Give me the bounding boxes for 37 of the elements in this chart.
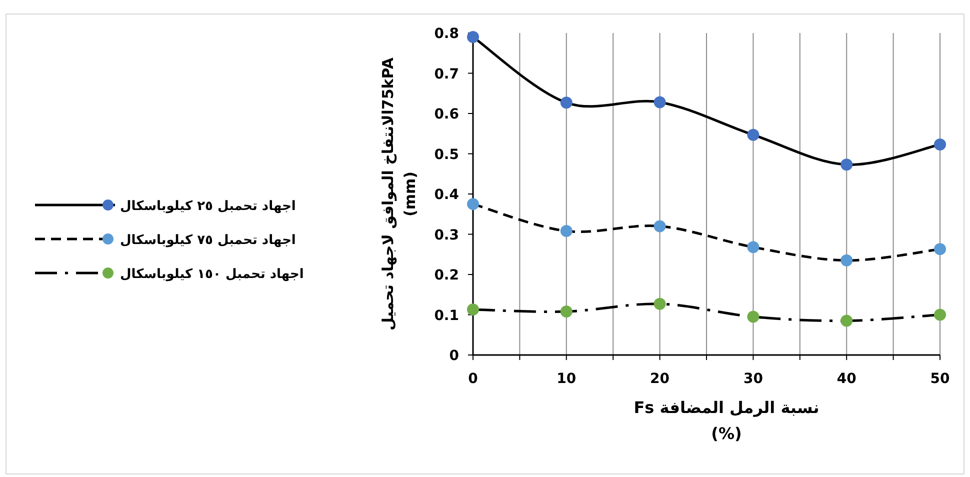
y-tick-label: 0.8 <box>434 26 459 42</box>
point <box>654 220 666 232</box>
point <box>840 158 853 171</box>
point <box>934 243 946 256</box>
y-tick-label: 0.3 <box>434 227 459 244</box>
point <box>560 96 572 109</box>
point <box>467 304 479 316</box>
y-tick-label: 0.2 <box>434 268 459 284</box>
point <box>467 198 479 210</box>
y-tick-label: 0 <box>449 348 460 364</box>
point <box>934 138 946 150</box>
x-tick-label: 10 <box>556 371 576 387</box>
x-tick-label: 40 <box>836 371 857 387</box>
y-tick-label: 0.6 <box>434 106 459 122</box>
x-tick-label: 20 <box>650 371 670 387</box>
legend-label: اجهاد تحمبل ٢٥ كيلوباسكال <box>120 199 296 214</box>
point <box>747 241 760 254</box>
point <box>560 306 572 318</box>
point <box>747 310 760 323</box>
legend-label: اجهاد تحمبل ٧٥ كيلوباسكال <box>120 233 296 248</box>
point <box>934 308 946 321</box>
point <box>747 128 760 141</box>
point <box>654 96 666 108</box>
y-tick-label: 0.7 <box>434 66 459 82</box>
x-tick-label: 30 <box>743 371 764 387</box>
y-tick-label: 0.5 <box>434 146 459 163</box>
x-tick-label: 50 <box>930 371 950 387</box>
point <box>467 31 479 44</box>
point <box>560 225 572 238</box>
y-tick-label: 0.1 <box>434 308 459 324</box>
x-axis-title: نسبة الرمل المضافة Fs (%) <box>634 398 820 443</box>
legend-label: اجهاد تحمبل ١٥٠ كيلوباسكال <box>120 267 304 282</box>
y-tick-label: 0.4 <box>434 187 460 203</box>
point <box>654 298 666 310</box>
point <box>840 314 853 327</box>
point <box>840 254 853 266</box>
x-tick-label: 0 <box>468 371 478 387</box>
